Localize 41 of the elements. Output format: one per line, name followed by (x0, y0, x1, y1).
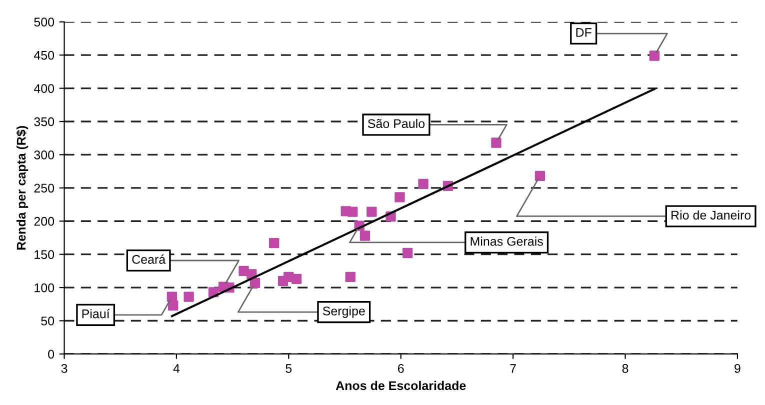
point (345, 272, 356, 282)
y-tick-label: 350 (34, 117, 54, 126)
point (649, 50, 660, 61)
x-tick-label: 3 (61, 364, 68, 373)
x-tick-label: 6 (398, 364, 404, 373)
y-tick-label: 200 (34, 216, 54, 226)
y-tick-label: 250 (34, 184, 54, 193)
annotation: DF (576, 28, 592, 37)
annotation: Piauí (82, 308, 110, 318)
x-tick-label: 5 (286, 364, 292, 373)
point (360, 230, 370, 241)
y-tick-label: 150 (34, 250, 54, 259)
point (418, 178, 428, 190)
annotation: Minas Gerais (470, 236, 543, 246)
point (184, 292, 194, 302)
annotation: Sergipe (322, 306, 365, 318)
y-tick-label: 450 (34, 50, 54, 60)
point (491, 138, 502, 148)
y-tick-label: 0 (48, 350, 54, 359)
point (168, 300, 178, 311)
annotation: São Paulo (368, 118, 425, 128)
annotation: Ceará (132, 254, 166, 264)
x-tick-label: 4 (173, 364, 180, 373)
point (291, 274, 302, 284)
point (402, 248, 413, 258)
x-axis-title: Anos de Escolaridade (336, 380, 466, 390)
y-tick-label: 100 (34, 283, 54, 292)
y-axis-title: Renda per capta (R$) (16, 126, 28, 250)
y-tick-label: 400 (34, 84, 54, 93)
point (394, 192, 405, 202)
x-tick-label: 7 (510, 364, 516, 373)
point (366, 206, 377, 217)
x-tick-label: 8 (622, 364, 628, 373)
y-tick-label: 300 (34, 150, 54, 160)
x-tick-label: 9 (734, 364, 740, 373)
y-tick-label: 500 (34, 18, 54, 27)
annotation: Rio de Janeiro (672, 210, 751, 220)
point (534, 170, 546, 182)
point (348, 206, 358, 217)
point (268, 238, 280, 248)
y-tick-label: 50 (41, 316, 54, 326)
